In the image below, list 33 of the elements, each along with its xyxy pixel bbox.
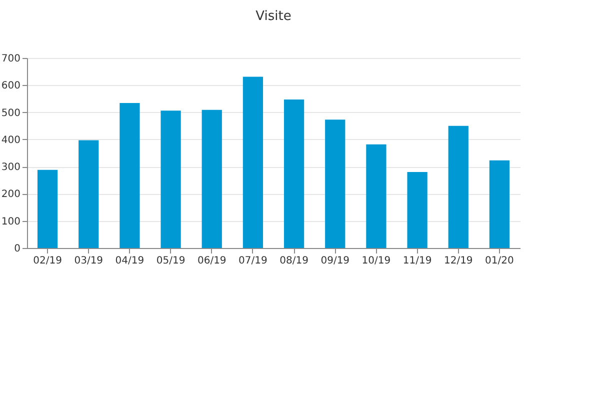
- bar: [489, 160, 510, 248]
- y-tick-label: 700: [1, 54, 20, 64]
- y-tick-label: 400: [1, 134, 20, 146]
- x-tick-label: 12/19: [444, 256, 473, 266]
- x-tick-label: 02/19: [33, 256, 62, 266]
- bar: [366, 144, 386, 248]
- bar: [120, 103, 140, 248]
- x-tick-label: 03/19: [74, 256, 104, 266]
- x-tick-label: 06/19: [197, 256, 226, 266]
- bar: [284, 100, 304, 248]
- chart-title: Visite: [256, 9, 292, 24]
- bar: [78, 140, 99, 248]
- bar: [448, 126, 468, 248]
- bar: [202, 110, 222, 248]
- bar: [242, 76, 264, 248]
- bar: [325, 120, 346, 248]
- x-tick-label: 08/19: [280, 256, 308, 266]
- bar: [160, 110, 181, 248]
- x-tick-label: 07/19: [238, 256, 268, 266]
- x-tick-label: 05/19: [156, 256, 186, 266]
- y-tick-label: 200: [1, 189, 20, 200]
- x-tick-label: 10/19: [362, 256, 391, 266]
- x-tick-label: 11/19: [402, 256, 432, 266]
- y-tick-label: 0: [14, 244, 20, 254]
- x-tick-label: 01/20: [485, 256, 514, 266]
- y-tick-label: 600: [1, 80, 20, 92]
- y-tick-label: 100: [1, 216, 20, 228]
- x-tick-label: 09/19: [320, 256, 350, 266]
- y-tick-label: 300: [1, 162, 20, 174]
- x-tick-label: 04/19: [115, 256, 144, 266]
- y-tick-label: 500: [1, 108, 20, 119]
- bar: [37, 170, 58, 248]
- bar: [407, 172, 428, 248]
